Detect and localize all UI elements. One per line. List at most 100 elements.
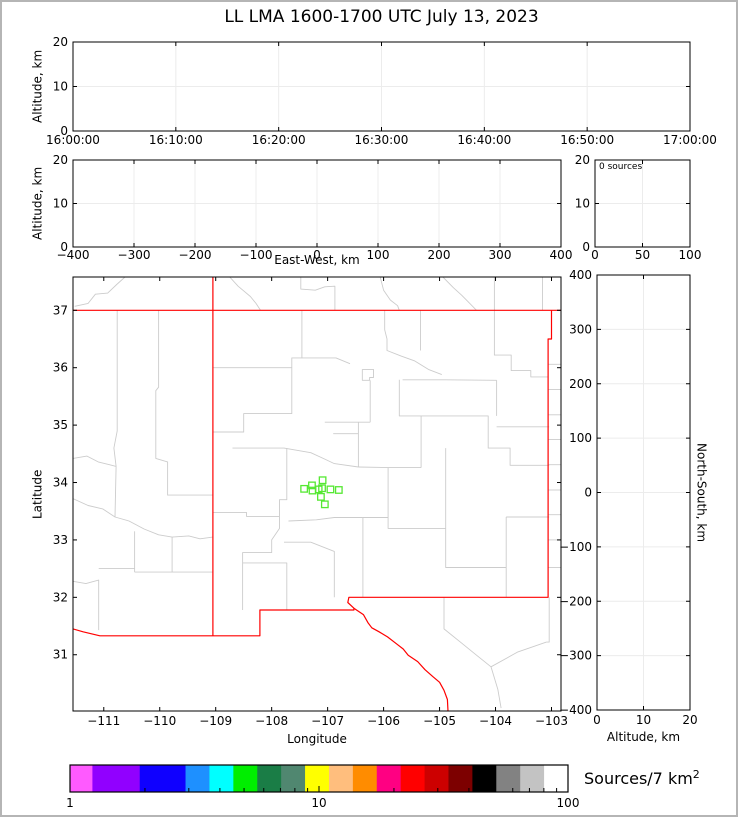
colorbar-segment (424, 765, 449, 792)
y-tick-label: 300 (569, 322, 592, 336)
source-marker (318, 476, 327, 485)
x-tick-label: −200 (179, 248, 212, 262)
county-border-line (113, 310, 118, 518)
source-marker (308, 481, 316, 490)
panel-border (72, 276, 562, 712)
y-tick-label: −300 (559, 649, 592, 663)
county-border-line (379, 277, 400, 311)
y-tick-label: 10 (53, 197, 68, 211)
county-border-line (73, 498, 213, 540)
colorbar-segment (520, 765, 545, 792)
map-x-axis-label: Longitude (287, 732, 347, 746)
y-tick-label: 200 (569, 377, 592, 391)
source-marker (320, 500, 329, 509)
x-tick-label: 10 (636, 713, 651, 727)
x-tick-label: 0 (593, 713, 601, 727)
y-tick-label: 0 (584, 486, 592, 500)
county-border-line (361, 368, 374, 381)
county-border-line (229, 277, 261, 311)
x-tick-label: −300 (118, 248, 151, 262)
colorbar-segment (400, 765, 426, 792)
x-tick-label: −107 (311, 714, 344, 728)
colorbar-tick-label: 1 (66, 796, 74, 810)
y-tick-label: −200 (559, 594, 592, 608)
county-border-line (212, 310, 303, 369)
y-tick-label: 36 (53, 361, 68, 375)
ns-panel-y-axis-label: North-South, km (694, 442, 709, 543)
state-border-line (73, 310, 553, 637)
colorbar-segment (70, 765, 93, 792)
county-border-line (490, 641, 547, 668)
colorbar-segment (544, 765, 569, 792)
source-marker (326, 485, 335, 494)
colorbar-segment (448, 765, 473, 792)
y-tick-label: 400 (569, 268, 592, 282)
y-tick-label: 20 (53, 153, 68, 167)
colorbar-segment (233, 765, 258, 792)
colorbar-segment (185, 765, 210, 792)
x-tick-label: 0 (591, 248, 599, 262)
x-tick-label: −110 (143, 714, 176, 728)
y-tick-label: 0 (60, 240, 68, 254)
county-border-line (74, 277, 126, 307)
county-border-line (301, 357, 351, 365)
x-tick-label: 50 (635, 248, 650, 262)
source-marker (318, 484, 326, 493)
colorbar-segment (496, 765, 521, 792)
time-panel-y-axis-label: Altitude, km (30, 49, 45, 124)
colorbar-segment (257, 765, 282, 792)
x-tick-label: 16:00:00 (46, 133, 100, 147)
x-tick-label: −105 (423, 714, 456, 728)
county-border-line (445, 448, 507, 568)
county-border-line (242, 562, 288, 610)
colorbar-segment (328, 765, 354, 792)
x-tick-label: −108 (255, 714, 288, 728)
county-border-line (546, 597, 550, 643)
y-tick-label: 34 (53, 476, 68, 490)
county-border-line (443, 597, 492, 668)
county-border-line (398, 379, 422, 468)
x-tick-label: 16:30:00 (355, 133, 409, 147)
colorbar-segment (281, 765, 306, 792)
colorbar-segment (305, 765, 330, 792)
y-tick-label: −100 (559, 540, 592, 554)
colorbar-segment (376, 765, 402, 792)
county-border-line (232, 447, 359, 468)
x-tick-label: −111 (87, 714, 120, 728)
county-border-line (155, 310, 213, 496)
county-border-line (358, 466, 422, 469)
x-tick-label: 16:10:00 (149, 133, 203, 147)
county-border-line (212, 511, 280, 517)
source-marker (334, 486, 343, 494)
x-tick-label: 16:50:00 (560, 133, 614, 147)
x-tick-label: 300 (489, 248, 512, 262)
ew-panel-x-axis-label: East-West, km (274, 253, 360, 267)
source-marker (300, 484, 309, 493)
map-layer (73, 277, 561, 711)
histogram-annotation: 0 sources (599, 162, 643, 172)
y-tick-label: 100 (569, 431, 592, 445)
y-tick-label: 33 (53, 533, 68, 547)
colorbar-segment (472, 765, 497, 792)
x-tick-label: 100 (367, 248, 390, 262)
county-border-line (493, 310, 549, 378)
county-border-line (490, 666, 502, 709)
x-tick-label: −100 (240, 248, 273, 262)
x-tick-label: 16:20:00 (252, 133, 306, 147)
colorbar-label: Sources/7 km 2 (584, 765, 700, 792)
x-tick-label: 16:40:00 (457, 133, 511, 147)
county-border-line (73, 455, 117, 467)
county-border-line (402, 379, 497, 381)
x-tick-label: 400 (550, 248, 573, 262)
county-border-line (362, 517, 446, 529)
colorbar-segment (139, 765, 187, 792)
county-border-line (279, 448, 288, 517)
colorbar-tick-label: 10 (311, 796, 326, 810)
y-tick-label: 10 (575, 197, 590, 211)
x-tick-label: 20 (682, 713, 697, 727)
ns-panel-x-axis-label: Altitude, km (606, 730, 681, 744)
y-tick-label: 32 (53, 590, 68, 604)
county-border-line (384, 310, 442, 376)
y-tick-label: 10 (53, 80, 68, 94)
y-tick-label: 20 (53, 35, 68, 49)
